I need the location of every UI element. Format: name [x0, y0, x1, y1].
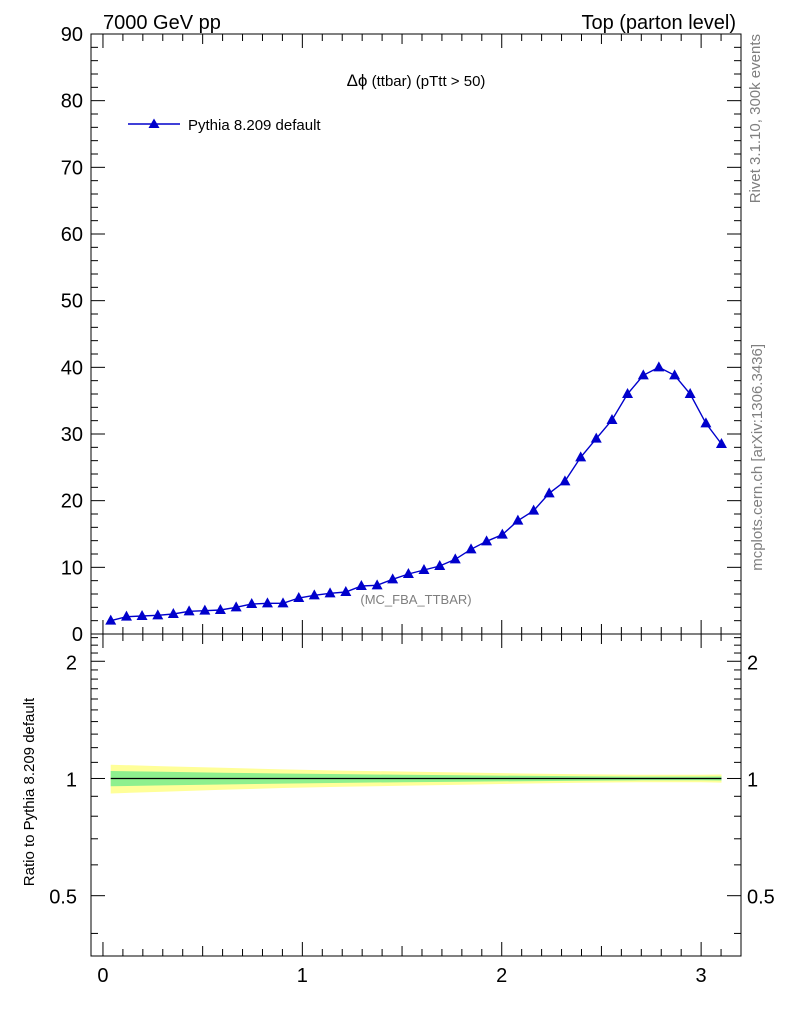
ratio-y-tick-label: 0.5: [49, 887, 77, 909]
data-point: [481, 535, 493, 546]
ratio-y-tick-label-right: 0.5: [747, 887, 775, 909]
legend-marker: [148, 118, 160, 128]
data-point: [340, 586, 352, 596]
data-point: [293, 592, 305, 602]
main-axis-ticks: [91, 33, 742, 635]
data-point: [434, 560, 446, 570]
data-point: [277, 597, 289, 608]
x-tick-labels: 0 1 2 3: [97, 965, 706, 987]
data-point: [199, 604, 211, 615]
mcplots-label: mcplots.cern.ch [arXiv:1306.3436]: [749, 344, 766, 571]
ratio-axis-ticks: [91, 634, 742, 956]
ratio-y-tick-label: 2: [66, 652, 77, 674]
data-point: [496, 528, 508, 539]
data-point: [120, 610, 132, 621]
series-line: [110, 366, 723, 622]
data-point: [261, 597, 273, 608]
data-point: [167, 608, 179, 618]
data-point: [622, 388, 634, 398]
analysis-id: (MC_FBA_TTBAR): [360, 592, 471, 607]
data-point: [637, 369, 649, 380]
header-left: 7000 GeV pp: [103, 12, 221, 34]
x-tick-label: 0: [97, 965, 108, 987]
data-point: [590, 432, 602, 443]
data-point: [543, 487, 555, 498]
data-point: [105, 614, 117, 625]
ratio-frame: [90, 633, 742, 957]
data-point: [465, 543, 477, 554]
data-point: [136, 610, 148, 620]
main-panel: 0 10 20 30 40 50 60 70 80 90 Δϕ (ttbar) (pTtt > 5…: [61, 24, 742, 646]
y-tick-label: 90: [61, 24, 83, 46]
ratio-y-tick-label-right: 2: [747, 652, 758, 674]
data-point: [324, 587, 336, 598]
data-point: [418, 564, 430, 574]
ratio-y-tick-label-right: 1: [747, 769, 758, 791]
data-point: [214, 604, 226, 614]
ratio-panel: 0.5 0.5 1 1 2 2 0 1 2 3 Ratio to Pythia 8.209 de…: [21, 633, 775, 987]
y-tick-label: 20: [61, 491, 83, 513]
plot-title: Δϕ (ttbar) (pTtt > 50): [347, 71, 486, 90]
data-point: [355, 580, 367, 590]
data-point: [246, 598, 258, 608]
y-tick-label: 70: [61, 157, 83, 179]
legend: Pythia 8.209 default: [128, 117, 321, 134]
title-text: (ttbar) (pTtt > 50): [367, 73, 485, 90]
y-tick-label: 30: [61, 424, 83, 446]
ratio-y-axis-label: Ratio to Pythia 8.209 default: [21, 697, 38, 886]
data-point: [700, 417, 712, 428]
y-tick-label: 80: [61, 91, 83, 113]
data-point: [575, 451, 587, 462]
ratio-y-tick-label: 1: [66, 769, 77, 791]
data-point: [653, 361, 665, 372]
y-tick-label: 40: [61, 357, 83, 379]
data-point: [152, 609, 164, 620]
y-tick-label: 50: [61, 291, 83, 313]
data-point: [449, 553, 461, 564]
y-tick-label: 60: [61, 224, 83, 246]
data-point: [308, 589, 320, 600]
legend-label: Pythia 8.209 default: [188, 117, 321, 134]
data-point: [606, 414, 618, 424]
ratio-tick-labels: 0.5 0.5 1 1 2 2: [49, 652, 775, 908]
main-y-tick-labels: 0 10 20 30 40 50 60 70 80 90: [61, 24, 83, 646]
data-point: [230, 601, 242, 612]
data-point: [684, 388, 696, 398]
header-right: Top (parton level): [581, 12, 736, 34]
y-tick-label: 10: [61, 557, 83, 579]
data-point: [387, 573, 399, 584]
data-point: [183, 605, 195, 616]
data-point: [669, 369, 681, 380]
x-tick-label: 2: [496, 965, 507, 987]
data-point: [371, 579, 383, 590]
data-point: [402, 568, 414, 578]
x-tick-label: 1: [297, 965, 308, 987]
title-symbol: Δϕ: [347, 71, 368, 90]
y-tick-label: 0: [72, 624, 83, 646]
data-point: [559, 475, 571, 486]
series-layer: [105, 361, 727, 625]
rivet-label: Rivet 3.1.10, 300k events: [747, 34, 764, 203]
data-point: [512, 514, 524, 525]
data-point: [528, 504, 540, 515]
x-tick-label: 3: [696, 965, 707, 987]
data-point: [715, 438, 727, 448]
